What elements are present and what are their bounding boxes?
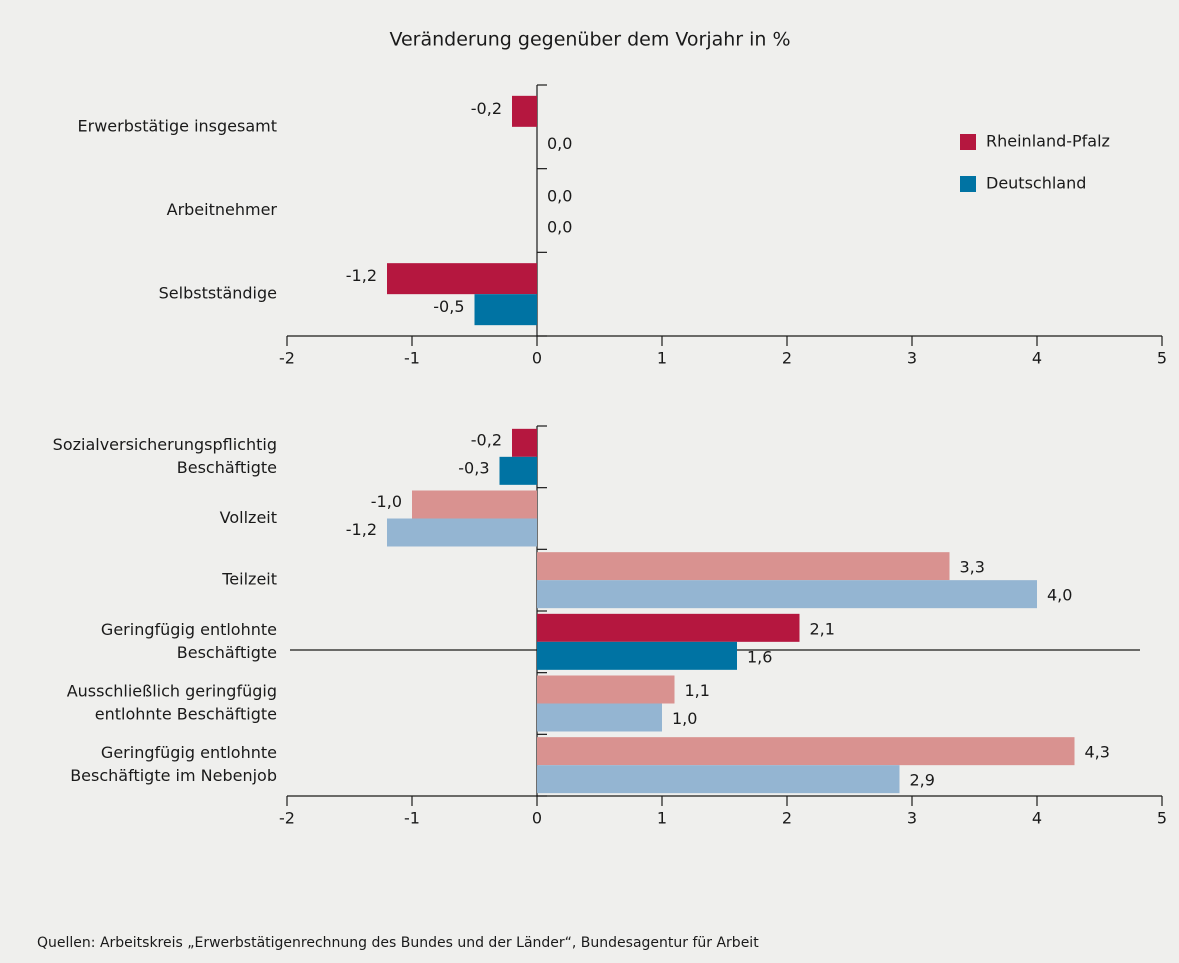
value-label: 3,3 [960,558,985,577]
x-tick-label: 1 [657,809,667,828]
y-tick-label: Arbeitnehmer [167,200,278,219]
value-label: -0,3 [458,458,489,477]
x-tick-label: 2 [782,349,792,368]
value-label: 1,1 [685,681,710,700]
chart-title: Veränderung gegenüber dem Vorjahr in % [389,29,790,51]
bar [387,518,537,547]
y-tick-label: entlohnte Beschäftigte [95,705,277,724]
value-label: 2,9 [910,771,935,790]
bar [512,428,537,457]
x-tick-label: -2 [279,809,295,828]
value-label: -0,5 [433,297,464,316]
x-tick-label: 3 [907,349,917,368]
value-label: -0,2 [471,99,502,118]
bar [537,737,1075,766]
y-tick-label: Selbstständige [159,284,277,303]
y-tick-label: Ausschließlich geringfügig [67,682,277,701]
x-tick-label: -2 [279,349,295,368]
x-tick-label: 4 [1032,349,1042,368]
x-tick-label: 5 [1157,809,1167,828]
value-label: -1,2 [346,266,377,285]
y-tick-label: Geringfügig entlohnte [101,620,277,639]
y-tick-label: Sozialversicherungspflichtig [53,435,277,454]
legend-swatch [960,134,976,150]
x-tick-label: 4 [1032,809,1042,828]
bar [537,580,1037,609]
bar [474,294,537,326]
bar [537,703,662,732]
bar [537,641,737,670]
x-tick-label: -1 [404,809,420,828]
bar [537,765,900,794]
bar [499,456,537,485]
y-tick-label: Beschäftigte [177,643,277,662]
value-label: 1,6 [747,647,772,666]
legend-label: Deutschland [986,174,1086,193]
bar [412,490,537,519]
value-label: 0,0 [547,134,572,153]
y-tick-label: Geringfügig entlohnte [101,743,277,762]
value-label: 0,0 [547,218,572,237]
x-tick-label: 3 [907,809,917,828]
x-tick-label: 5 [1157,349,1167,368]
value-label: 2,1 [810,619,835,638]
value-label: 4,0 [1047,586,1072,605]
legend-label: Rheinland-Pfalz [986,132,1110,151]
value-label: -1,2 [346,520,377,539]
value-label: -0,2 [471,430,502,449]
y-tick-label: Teilzeit [221,570,277,589]
x-tick-label: 1 [657,349,667,368]
bar [537,552,950,581]
x-tick-label: 0 [532,809,542,828]
bar [387,263,537,295]
source-note: Quellen: Arbeitskreis „Erwerbstätigenrec… [37,935,759,951]
value-label: 1,0 [672,709,697,728]
y-tick-label: Erwerbstätige insgesamt [78,116,278,135]
value-label: 4,3 [1085,743,1110,762]
bar [537,613,800,642]
x-tick-label: -1 [404,349,420,368]
value-label: 0,0 [547,187,572,206]
x-tick-label: 2 [782,809,792,828]
legend-swatch [960,176,976,192]
y-tick-label: Beschäftigte im Nebenjob [70,766,277,785]
bar [537,675,675,704]
bar [512,95,537,127]
value-label: -1,0 [371,492,402,511]
x-tick-label: 0 [532,349,542,368]
y-tick-label: Beschäftigte [177,458,277,477]
y-tick-label: Vollzeit [220,508,277,527]
